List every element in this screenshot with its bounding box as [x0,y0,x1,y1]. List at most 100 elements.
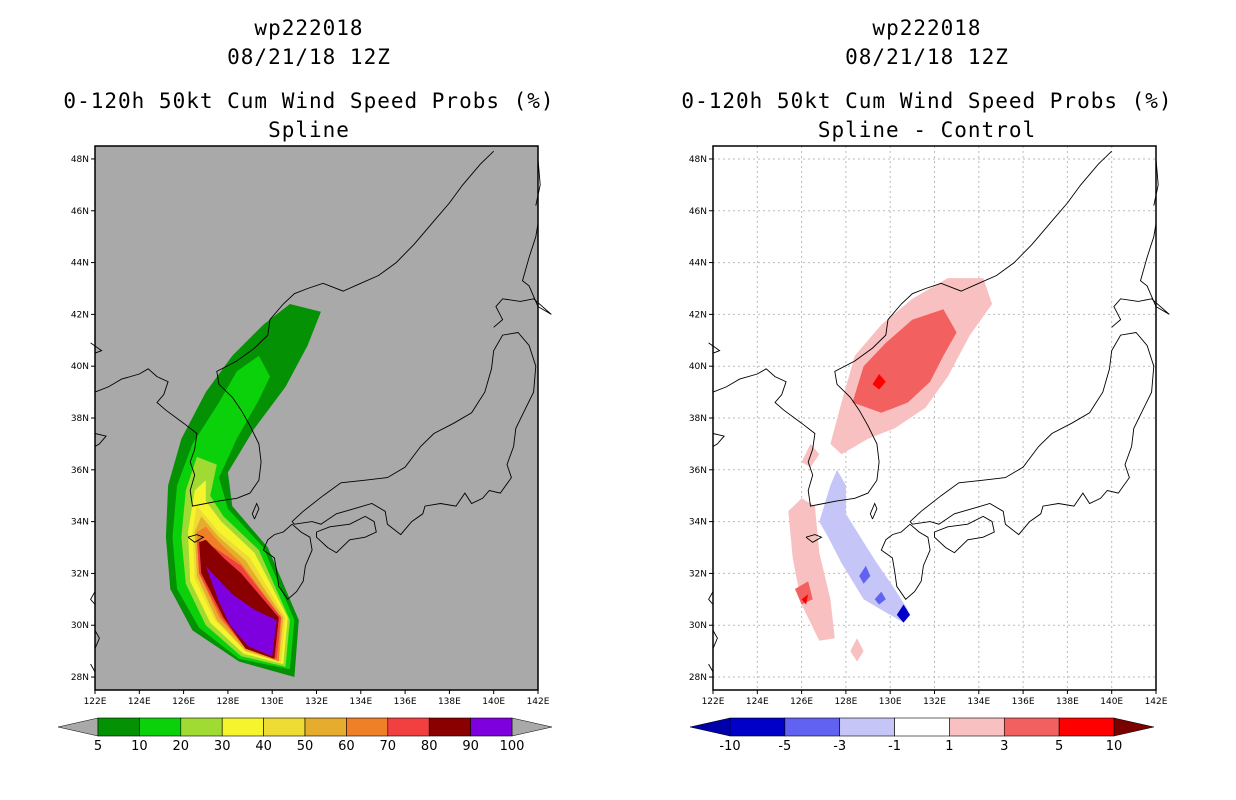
colorbar-swatch [180,717,223,737]
lat-label: 32N [689,569,707,579]
lon-label: 134E [967,697,990,707]
colorbar-label: -5 [778,739,791,754]
colorbar-swatch [346,717,389,737]
colorbar-swatch [784,717,841,737]
lat-label: 28N [689,673,707,683]
colorbar-label: 20 [173,739,190,754]
colorbar-label: 1 [945,739,953,754]
coastline [712,150,1113,507]
lat-label: 38N [71,414,89,424]
positive-difference-peak [872,374,886,390]
coastline [869,502,878,520]
spline-panel: wp222018 08/21/18 12Z 0-120h 50kt Cum Wi… [57,16,555,754]
difference-panel: wp222018 08/21/18 12Z 0-120h 50kt Cum Wi… [618,0,1236,800]
lat-label: 28N [71,673,89,683]
lat-label: 48N [71,155,89,165]
lon-label: 136E [1012,697,1035,707]
colorbar-label: -1 [888,739,901,754]
date-title: 08/21/18 12Z [227,45,391,69]
negative-difference-area [859,565,871,584]
lat-label: 32N [71,569,89,579]
colorbar-end-low [57,717,99,737]
lat-label: 46N [689,207,707,217]
colorbar-swatch [729,717,786,737]
colorbar-swatch [263,717,306,737]
coastline [934,515,995,554]
coastline [187,534,205,543]
coastline [909,332,1155,536]
negative-difference-peak [896,604,911,623]
probability-contour-9 [205,565,277,657]
colorbar-end-high [1113,717,1155,737]
lon-label: 132E [305,697,328,707]
storm-id-title: wp222018 [254,16,364,40]
coastline [94,630,100,649]
colorbar-label: 3 [1000,739,1008,754]
coastline [291,332,537,536]
colorbar-label: 5 [1055,739,1063,754]
lon-label: 138E [438,697,461,707]
product-title: 0-120h 50kt Cum Wind Speed Probs (%) [63,89,555,113]
negative-difference-area [819,469,908,623]
colorbar-label: 30 [214,739,231,754]
colorbar-label: -3 [833,739,846,754]
colorbar-label: 70 [380,739,397,754]
lat-label: 40N [689,362,707,372]
coastline [493,223,552,328]
lon-label: 122E [84,697,107,707]
lat-label: 36N [71,466,89,476]
coastline [708,591,714,605]
lat-label: 42N [71,310,89,320]
coastline [90,591,96,605]
lat-label: 30N [689,621,707,631]
spline-map: 48N 46N 44N 42N 40N 38N 36N 34N 32N 30N 28N 122E 124… [57,145,553,754]
lat-label: 44N [689,259,707,269]
colorbar-label: 10 [1106,739,1123,754]
negative-difference-area [874,591,886,605]
colorbar-swatch [839,717,895,737]
colorbar-swatch [894,717,950,737]
colorbar-swatch [304,717,347,737]
colorbar-swatch [428,717,471,737]
colorbar-end-high [511,717,553,737]
coastline [880,523,931,600]
colorbar-label: 40 [255,739,272,754]
lat-label: 30N [71,621,89,631]
coastline [805,534,823,543]
storm-id-title: wp222018 [872,16,982,40]
colorbar-label: 80 [421,739,438,754]
lon-label: 130E [261,697,284,707]
colorbar-label: 100 [500,739,525,754]
lon-label: 136E [394,697,417,707]
date-title: 08/21/18 12Z [845,45,1009,69]
lat-label: 42N [689,310,707,320]
coastline [712,433,725,447]
lon-label: 140E [482,697,505,707]
lon-label: 142E [527,697,550,707]
lat-label: 44N [71,259,89,269]
lat-label: 46N [71,207,89,217]
lon-label: 132E [923,697,946,707]
positive-difference-area [850,638,864,662]
coastline [94,150,495,507]
colorbar-swatch [387,717,430,737]
lon-label: 122E [702,697,725,707]
colorbar-label: 50 [297,739,314,754]
lat-label: 34N [689,518,707,528]
colorbar-label: 5 [94,739,102,754]
colorbar-swatch [221,717,264,737]
lon-label: 126E [172,697,195,707]
colorbar-swatch [97,717,140,737]
method-title: Spline [268,118,350,142]
lon-label: 126E [790,697,813,707]
product-title: 0-120h 50kt Cum Wind Speed Probs (%) [681,89,1173,113]
lon-label: 128E [834,697,857,707]
positive-difference-area [795,581,813,605]
lat-label: 40N [71,362,89,372]
lon-label: 124E [128,697,151,707]
coastline [94,433,107,447]
lon-label: 142E [1145,697,1168,707]
lat-label: 36N [689,466,707,476]
map-background [95,146,538,690]
colorbar-swatch [139,717,182,737]
